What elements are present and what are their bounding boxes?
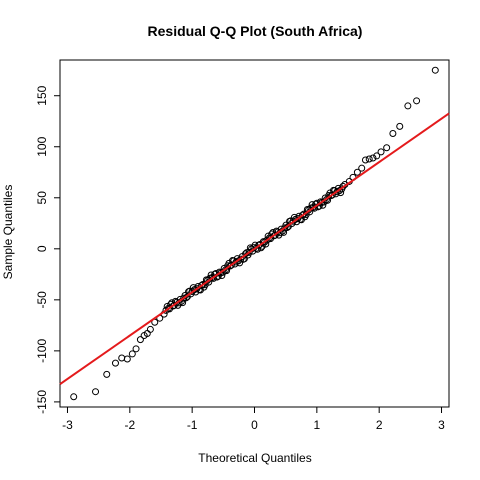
data-point — [70, 393, 78, 401]
data-point — [377, 148, 385, 156]
y-axis: -150 -100 -50 0 50 100 150 — [35, 85, 60, 414]
data-point — [396, 122, 404, 130]
data-point — [263, 236, 271, 244]
y-tick-label: 0 — [35, 245, 49, 252]
data-point — [353, 168, 361, 176]
data-point — [383, 144, 391, 152]
data-point — [111, 359, 119, 367]
data-point — [413, 97, 421, 105]
x-tick-label: -1 — [187, 418, 198, 432]
x-tick-label: -3 — [62, 418, 73, 432]
x-axis-label: Theoretical Quantiles — [198, 451, 311, 465]
data-point — [136, 336, 144, 344]
x-tick-label: 1 — [313, 418, 320, 432]
y-tick-label: -50 — [35, 291, 49, 309]
y-tick-label: -100 — [35, 339, 49, 363]
x-axis: -3 -2 -1 0 1 2 3 — [62, 407, 445, 432]
data-point — [162, 306, 170, 314]
data-point — [361, 156, 369, 164]
x-tick-label: -2 — [124, 418, 135, 432]
y-axis-label: Sample Quantiles — [1, 185, 15, 280]
data-point — [404, 102, 412, 110]
data-points — [70, 66, 439, 401]
x-tick-label: 2 — [376, 418, 383, 432]
data-point — [103, 370, 111, 378]
y-tick-label: -150 — [35, 390, 49, 414]
data-point — [132, 345, 140, 353]
y-tick-label: 150 — [35, 85, 49, 105]
data-point — [146, 325, 154, 333]
data-point — [365, 155, 373, 163]
x-tick-label: 0 — [251, 418, 258, 432]
reference-line-group — [59, 112, 450, 385]
data-point — [123, 355, 131, 363]
data-point — [118, 354, 126, 362]
data-point — [92, 388, 100, 396]
data-point — [431, 66, 439, 74]
plot-frame — [59, 59, 450, 408]
data-point — [369, 154, 377, 162]
y-tick-label: 50 — [35, 191, 49, 205]
chart-title: Residual Q-Q Plot (South Africa) — [148, 23, 363, 39]
x-tick-label: 3 — [438, 418, 445, 432]
data-point — [358, 164, 366, 172]
data-point — [339, 182, 347, 190]
data-point — [389, 129, 397, 137]
data-point — [128, 350, 136, 358]
y-tick-label: 100 — [35, 136, 49, 156]
reference-line — [59, 112, 450, 385]
data-point — [373, 152, 381, 160]
